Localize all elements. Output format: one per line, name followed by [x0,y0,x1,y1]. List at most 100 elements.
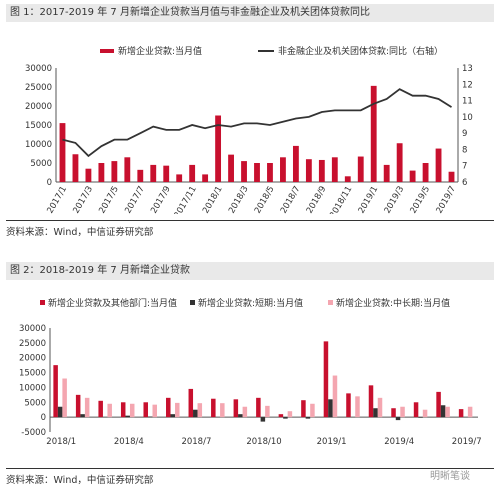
bar-2-2019/1 [332,375,338,418]
bar-0-2019/5 [413,402,419,418]
y-right-tick-label: 12 [462,80,473,90]
bar-2017/1 [59,123,66,182]
bar-2018/1 [215,115,222,182]
bar-2-2018/7 [197,403,203,418]
x-tick-label: 2017/3 [71,185,95,215]
y-right-tick-label: 6 [462,178,467,188]
x-tick-label: 2019/4 [384,437,414,447]
x-tick-label: 2019/1 [317,437,347,447]
bar-1-2018/1 [57,406,63,418]
x-tick-label: 2019/7 [452,437,482,447]
x-tick-label: 2017/7 [123,185,147,215]
bar-2-2018/5 [152,404,157,418]
bar-2017/2 [72,154,79,182]
y-right-tick-label: 11 [462,97,473,107]
bar-0-2019/7 [458,409,464,418]
x-tick-label: 2018/9 [305,185,329,215]
bar-0-2018/8 [211,398,216,418]
x-tick-label: 2018/11 [328,185,354,215]
bar-2-2019/4 [400,406,405,418]
bar-0-2018/10 [256,397,261,418]
bar-2-2019/6 [445,406,450,418]
bar-0-2019/3 [368,385,374,418]
bar-1-2018/12 [305,417,311,419]
bar-2017/4 [98,163,105,182]
bar-0-2018/2 [75,394,81,418]
bar-2017/8 [150,164,157,182]
bar-2-2018/2 [84,397,90,418]
chart2: 新增企业贷款及其他部门:当月值 新增企业贷款:短期:当月值 新增企业贷款:中长期:当… [19,297,482,447]
bar-2019/3 [396,143,403,182]
bar-2019/6 [435,148,442,182]
bar-2017/9 [163,165,170,182]
figure1-source: 资料来源：Wind，中信证券研究部 [6,227,154,238]
bar-2017/3 [85,168,92,182]
chart1: 新增企业贷款:当月值 非金融企业及机关团体贷款:同比（右轴） 0 5000 10000 1… [25,45,473,215]
bar-2017/10 [176,174,183,182]
x-tick-label: 2018/7 [181,437,211,447]
y-left-tick-label: 5000 [30,159,52,169]
bar-0-2019/2 [346,393,351,418]
figure2-source: 资料来源：Wind，中信证券研究部 [6,475,154,486]
bar-1-2018/7 [193,409,198,418]
bar-2018/5 [267,163,273,182]
bar-0-2019/6 [436,391,441,418]
y-right-tick-label: 9 [462,129,467,139]
legend-label-bars: 新增企业贷款:当月值 [118,45,202,57]
legend-label-line: 非金融企业及机关团体贷款:同比（右轴） [278,45,443,57]
bar-2018/8 [305,159,312,182]
y-tick-label: -5000 [21,428,46,438]
figure2-rule [6,468,494,469]
bar-2-2019/5 [422,409,428,418]
bar-2018/2 [228,154,234,182]
legend-swatch-0 [40,300,45,305]
bar-2017/6 [124,157,131,182]
bar-1-2019/4 [395,417,401,421]
y-tick-label: 30000 [19,324,46,334]
x-tick-label: 2018/3 [227,185,251,215]
bar-2019/5 [422,163,429,182]
bar-1-2019/1 [328,399,333,418]
bar-1-2018/10 [260,417,266,422]
y-tick-label: 5000 [24,398,46,408]
x-tick-label: 2018/10 [246,437,281,447]
bar-2018/4 [254,163,260,182]
x-tick-label: 2017/11 [172,185,198,215]
bar-2018/7 [292,145,299,182]
legend-label-1: 新增企业贷款:短期:当月值 [198,297,303,309]
bar-2019/4 [409,170,416,182]
bar-0-2018/6 [166,397,171,418]
bar-2018/3 [241,161,247,182]
bar-2017/12 [202,174,209,182]
bar-2-2018/4 [129,403,135,418]
x-tick-label: 2018/4 [114,437,144,447]
bar-2017/7 [137,169,144,182]
y-right-tick-label: 8 [462,145,467,155]
bar-1-2018/9 [238,414,243,418]
bar-2-2019/2 [355,396,360,418]
y-right-tick-label: 7 [462,162,467,172]
x-tick-label: 2018/7 [279,185,303,215]
bar-2017/11 [189,164,196,182]
watermark: 明晰笔谈 [430,471,470,482]
yoy-line [62,88,452,158]
bar-0-2019/4 [391,408,396,418]
bar-2019/1 [370,85,377,182]
y-right-tick-label: 13 [462,64,473,74]
bar-2-2018/8 [220,403,225,418]
bar-2-2018/11 [287,411,293,418]
figure1-rule [6,220,494,221]
bar-2019/7 [448,171,455,182]
y-left-tick-label: 30000 [25,64,52,74]
legend-swatch-bars [100,49,114,53]
y-tick-label: 10000 [19,383,46,393]
x-tick-label: 2018/5 [253,185,277,215]
bar-0-2018/4 [120,402,126,418]
bar-1-2019/3 [373,408,378,418]
x-tick-label: 2017/5 [97,185,121,215]
bar-2018/10 [331,157,338,182]
y-tick-label: 25000 [19,339,46,349]
bar-2018/6 [280,157,286,182]
bar-0-2018/5 [143,402,148,418]
y-tick-label: 20000 [19,354,46,364]
